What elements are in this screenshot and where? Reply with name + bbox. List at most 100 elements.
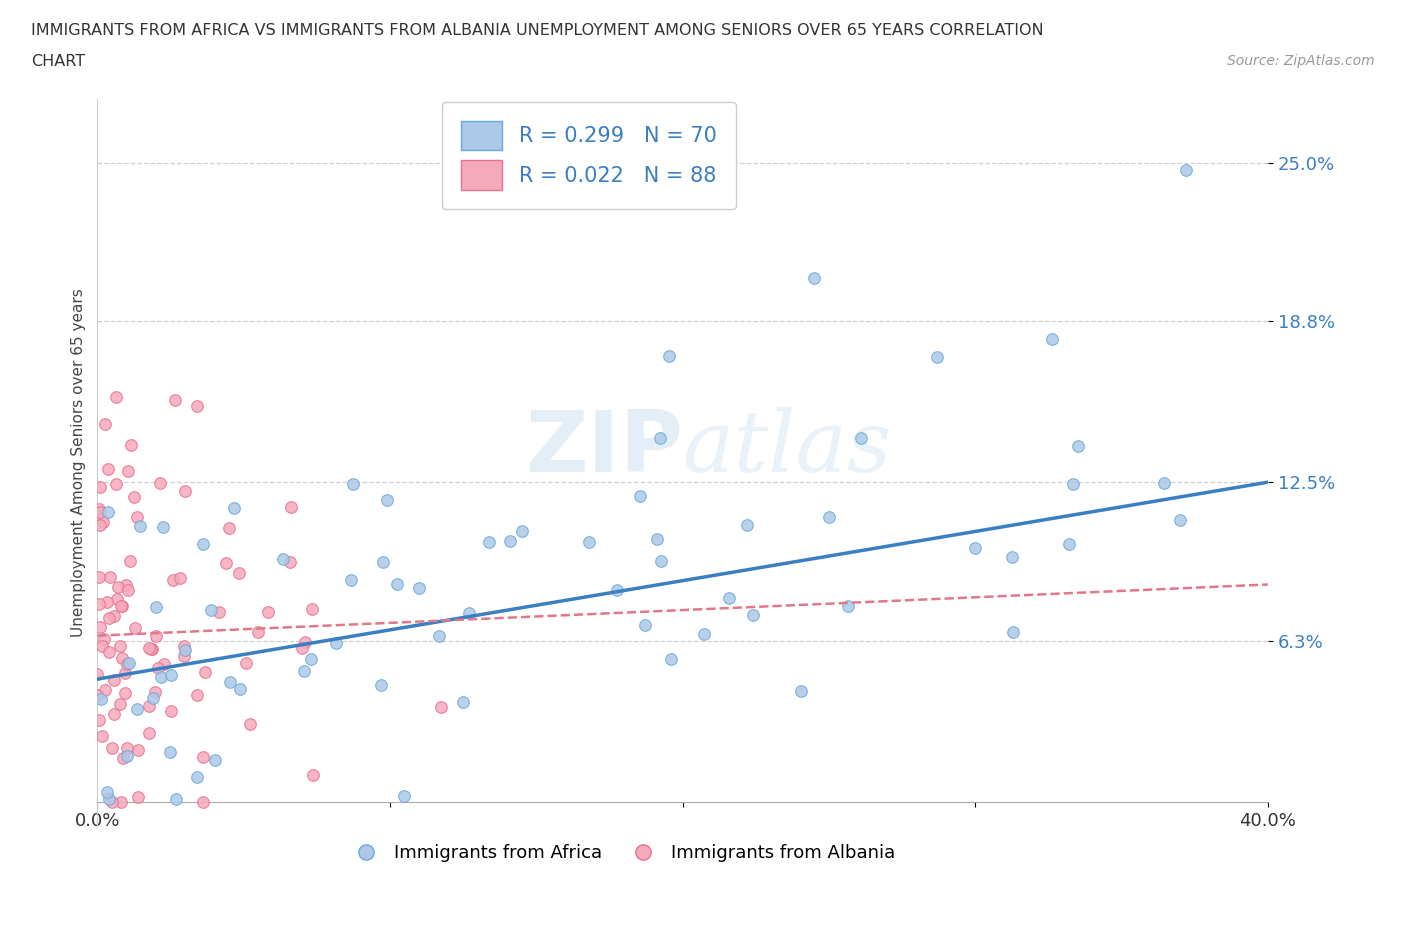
Point (1001, 625, 1024, 640)
Point (149, 476, 172, 491)
Point (174, 483, 197, 498)
Point (90, 692, 112, 707)
Point (101, 741, 124, 756)
Point (89, 569, 111, 584)
Point (152, 520, 174, 535)
Point (370, 678, 392, 693)
Point (114, 685, 136, 700)
Point (110, 794, 132, 809)
Point (127, 790, 149, 804)
Y-axis label: Unemployment Among Seniors over 65 years: Unemployment Among Seniors over 65 years (72, 288, 86, 637)
Point (301, 602, 323, 617)
Point (1067, 438, 1090, 453)
Point (117, 463, 139, 478)
Point (124, 620, 146, 635)
Point (186, 769, 208, 784)
Point (1062, 476, 1084, 491)
Point (246, 625, 269, 640)
Point (138, 641, 160, 656)
Point (457, 605, 479, 620)
Point (214, 555, 236, 570)
Point (103, 707, 125, 722)
Point (851, 431, 873, 445)
Point (1168, 512, 1191, 527)
Point (89, 504, 111, 519)
Text: atlas: atlas (682, 407, 891, 490)
Point (1057, 537, 1080, 551)
Point (963, 540, 986, 555)
Point (392, 789, 415, 804)
Point (162, 573, 184, 588)
Point (408, 581, 430, 596)
Point (191, 794, 214, 809)
Point (87, 502, 110, 517)
Point (204, 752, 226, 767)
Point (229, 682, 252, 697)
Point (375, 493, 398, 508)
Point (173, 648, 195, 663)
Point (650, 554, 672, 569)
Point (302, 767, 325, 782)
Point (94, 683, 117, 698)
Point (108, 639, 131, 654)
Point (837, 598, 859, 613)
Point (146, 660, 169, 675)
Point (294, 634, 316, 649)
Point (159, 704, 181, 719)
Legend: Immigrants from Africa, Immigrants from Albania: Immigrants from Africa, Immigrants from … (346, 837, 903, 870)
Point (693, 627, 716, 642)
Point (278, 555, 301, 570)
Point (658, 348, 681, 363)
Point (169, 571, 191, 586)
Point (97, 644, 120, 659)
Point (89, 518, 111, 533)
Point (174, 643, 197, 658)
Point (110, 697, 132, 711)
Point (292, 663, 315, 678)
Point (103, 608, 125, 623)
Point (339, 572, 361, 587)
Point (648, 431, 671, 445)
Point (114, 665, 136, 680)
Point (89, 620, 111, 635)
Text: Source: ZipAtlas.com: Source: ZipAtlas.com (1227, 54, 1375, 68)
Point (93, 631, 115, 646)
Point (101, 794, 124, 809)
Point (115, 578, 138, 592)
Point (87, 712, 110, 727)
Point (153, 657, 176, 671)
Point (235, 656, 257, 671)
Point (818, 510, 841, 525)
Point (110, 598, 132, 613)
Point (1040, 331, 1063, 346)
Point (742, 607, 765, 622)
Point (165, 791, 187, 806)
Point (138, 725, 160, 740)
Point (138, 698, 160, 713)
Point (122, 490, 145, 505)
Point (143, 684, 166, 699)
Point (159, 668, 181, 683)
Point (256, 604, 278, 619)
Point (98, 569, 121, 584)
Point (228, 565, 250, 580)
Point (94, 417, 117, 432)
Point (173, 639, 195, 654)
Point (222, 501, 245, 516)
Point (128, 519, 150, 534)
Point (86, 688, 108, 703)
Point (280, 499, 302, 514)
Point (578, 535, 600, 550)
Point (219, 675, 242, 690)
Point (117, 582, 139, 597)
Point (239, 717, 262, 732)
Point (325, 636, 347, 651)
Point (271, 551, 294, 566)
Point (145, 628, 167, 643)
Point (193, 537, 215, 551)
Point (790, 684, 813, 698)
Point (633, 618, 655, 633)
Point (1001, 550, 1024, 565)
Point (89, 480, 111, 495)
Point (93, 514, 115, 529)
